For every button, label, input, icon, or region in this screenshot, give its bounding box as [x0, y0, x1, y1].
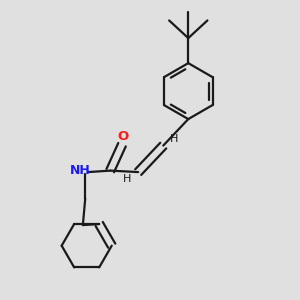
Text: H: H: [170, 134, 178, 144]
Text: O: O: [118, 130, 129, 143]
Text: H: H: [123, 174, 131, 184]
Text: NH: NH: [70, 164, 90, 177]
